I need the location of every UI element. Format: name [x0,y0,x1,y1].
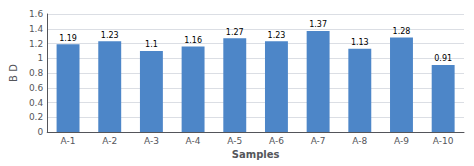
svg-text:1.23: 1.23 [268,31,286,40]
svg-text:1.6: 1.6 [29,9,44,19]
svg-text:A-9: A-9 [394,136,409,146]
svg-text:A-4: A-4 [186,136,201,146]
svg-text:1.37: 1.37 [309,20,327,29]
svg-text:1.13: 1.13 [351,38,369,47]
svg-text:1.23: 1.23 [101,31,119,40]
svg-text:1: 1 [37,53,43,63]
svg-text:0: 0 [37,127,43,137]
svg-text:A-6: A-6 [269,136,284,146]
svg-text:1.1: 1.1 [145,40,158,49]
svg-text:1.19: 1.19 [59,34,77,43]
svg-text:A-2: A-2 [102,136,117,146]
svg-text:A-10: A-10 [433,136,454,146]
svg-text:B D: B D [8,64,19,82]
svg-text:A-3: A-3 [144,136,159,146]
svg-text:A-5: A-5 [227,136,242,146]
svg-text:1.28: 1.28 [393,27,411,36]
svg-text:A-7: A-7 [311,136,326,146]
svg-text:0.91: 0.91 [434,54,452,63]
svg-text:A-8: A-8 [352,136,367,146]
svg-text:1.27: 1.27 [226,28,244,37]
svg-text:0.8: 0.8 [29,68,44,78]
svg-text:1.2: 1.2 [29,39,43,49]
svg-text:1.4: 1.4 [29,24,44,34]
svg-text:0.4: 0.4 [29,98,44,108]
svg-text:1.16: 1.16 [184,36,202,45]
svg-text:0.6: 0.6 [29,83,44,93]
svg-text:Samples: Samples [232,149,280,160]
svg-text:A-1: A-1 [61,136,76,146]
svg-text:0.2: 0.2 [29,112,43,122]
